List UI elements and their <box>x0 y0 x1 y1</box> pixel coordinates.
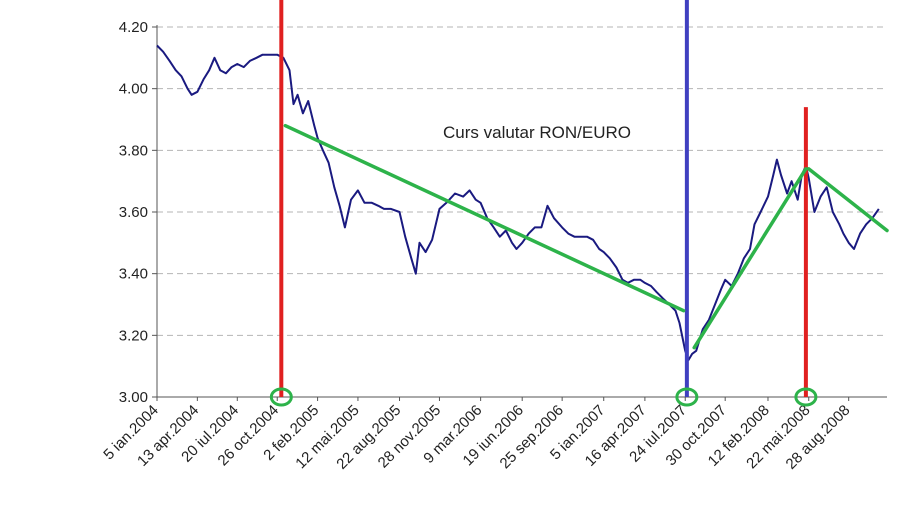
y-tick-label: 3.20 <box>119 327 148 344</box>
trend-line <box>283 123 686 313</box>
y-tick-label: 3.60 <box>119 204 148 221</box>
grid-lines <box>157 26 887 336</box>
annotations <box>269 0 889 407</box>
trend-line <box>806 167 889 233</box>
y-tick-label: 4.00 <box>119 81 148 98</box>
series-group <box>156 44 880 361</box>
series-line <box>156 44 880 361</box>
y-tick-label: 3.00 <box>119 389 148 406</box>
highlight-circle <box>675 387 699 407</box>
y-tick-label: 4.20 <box>119 19 148 36</box>
highlight-circle <box>794 387 818 407</box>
highlight-circle <box>269 387 293 407</box>
trend-line <box>692 167 808 350</box>
y-tick-label: 3.40 <box>119 266 148 283</box>
y-tick-labels: 3.00 3.20 3.40 3.60 3.80 4.00 4.20 <box>119 19 148 406</box>
chart-title: Curs valutar RON/EURO <box>443 123 631 142</box>
y-tick-label: 3.80 <box>119 142 148 159</box>
axes <box>152 25 887 401</box>
